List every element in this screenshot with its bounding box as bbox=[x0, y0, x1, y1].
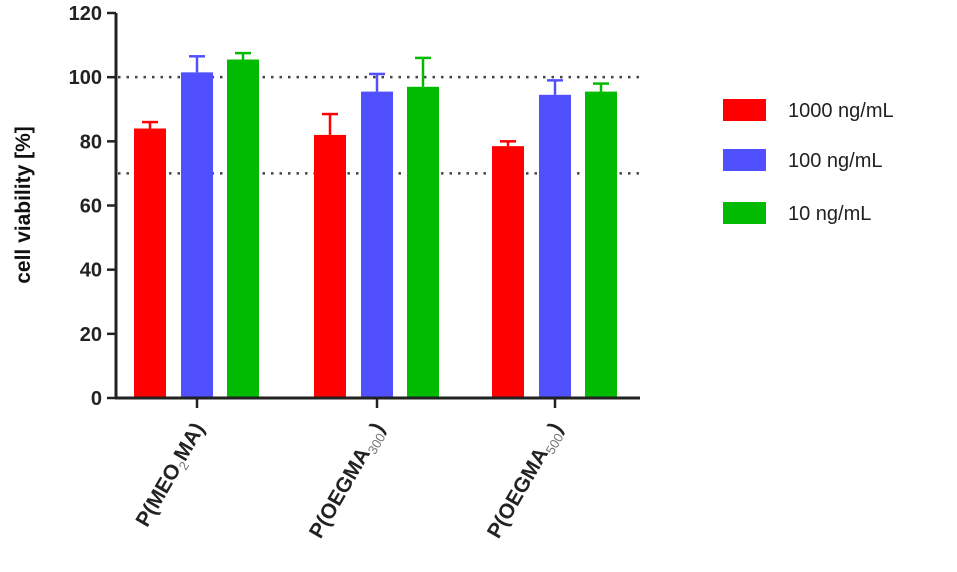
y-tick-label: 60 bbox=[80, 196, 102, 218]
x-ticks: P(MEO2MA) P(OEGMA300) P(OEGMA500) bbox=[132, 398, 570, 544]
legend: 1000 ng/mL 100 ng/mL 10 ng/mL bbox=[723, 99, 894, 225]
x-tick-label: P(MEO2MA) bbox=[132, 419, 212, 532]
legend-label: 100 ng/mL bbox=[788, 150, 883, 172]
y-tick-label: 20 bbox=[80, 324, 102, 346]
y-tick-label: 120 bbox=[69, 3, 102, 25]
y-ticks: 0 20 40 60 80 100 120 bbox=[69, 3, 116, 410]
y-tick-label: 80 bbox=[80, 131, 102, 153]
y-axis-label: cell viability [%] bbox=[12, 126, 35, 284]
bar bbox=[539, 94, 571, 398]
bar bbox=[227, 59, 259, 398]
bar bbox=[585, 91, 617, 399]
y-tick-label: 100 bbox=[69, 67, 102, 89]
bar bbox=[407, 86, 439, 399]
bars bbox=[134, 51, 617, 399]
bar bbox=[314, 134, 346, 398]
y-tick-label: 0 bbox=[91, 388, 102, 410]
legend-swatch bbox=[723, 99, 766, 121]
x-tick-label: P(OEGMA500) bbox=[483, 419, 570, 544]
legend-swatch bbox=[723, 149, 766, 171]
x-tick-label: P(OEGMA300) bbox=[305, 419, 392, 544]
bar bbox=[134, 128, 166, 398]
legend-label: 1000 ng/mL bbox=[788, 100, 894, 122]
bar bbox=[181, 72, 213, 399]
bar bbox=[361, 91, 393, 399]
bar bbox=[492, 146, 524, 398]
legend-label: 10 ng/mL bbox=[788, 203, 871, 225]
y-tick-label: 40 bbox=[80, 260, 102, 282]
legend-swatch bbox=[723, 202, 766, 224]
